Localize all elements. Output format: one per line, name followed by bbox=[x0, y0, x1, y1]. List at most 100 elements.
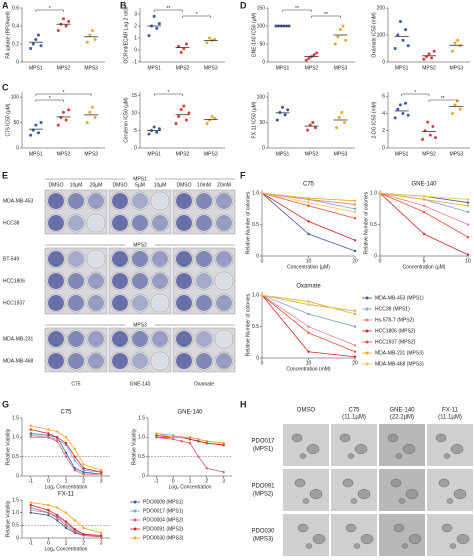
well bbox=[214, 271, 234, 291]
colonies bbox=[68, 295, 84, 311]
data-point bbox=[29, 436, 32, 439]
y-tick-label: 0 bbox=[262, 59, 265, 65]
y-tick-label: 0 bbox=[16, 59, 19, 65]
data-point bbox=[157, 22, 161, 26]
group-label: MPS3 bbox=[133, 322, 147, 328]
colonies bbox=[176, 193, 192, 209]
organoid bbox=[441, 523, 453, 533]
data-point bbox=[47, 508, 50, 512]
data-point bbox=[29, 47, 33, 50]
significance-label: * bbox=[49, 96, 51, 102]
y-tick-label: 0.4 bbox=[12, 23, 19, 29]
colonies bbox=[196, 295, 212, 311]
legend-marker bbox=[133, 500, 137, 504]
organoid bbox=[402, 444, 416, 455]
colonies bbox=[196, 331, 212, 347]
series-line bbox=[261, 294, 356, 327]
data-point bbox=[29, 133, 33, 137]
colonies bbox=[48, 215, 64, 231]
data-point bbox=[47, 514, 50, 517]
colonies bbox=[68, 215, 84, 231]
organoid bbox=[446, 498, 454, 504]
data-point bbox=[450, 49, 454, 53]
dose-label: 10µM bbox=[154, 182, 167, 188]
y-tick-label: 50 bbox=[13, 120, 19, 126]
colonies bbox=[112, 353, 128, 369]
significance-label: ** bbox=[166, 6, 170, 12]
data-point bbox=[73, 469, 77, 472]
data-point bbox=[404, 28, 408, 32]
organoid bbox=[435, 433, 447, 443]
data-point bbox=[307, 350, 310, 353]
legend-label: MDA-MB-453 (MPS1) bbox=[375, 295, 424, 301]
legend-label: HCC38 (MPS1) bbox=[375, 306, 410, 312]
column-label: C75 bbox=[348, 408, 360, 414]
y-tick-label: 1.0 bbox=[370, 190, 377, 196]
data-point bbox=[100, 469, 103, 472]
panel-letter: F bbox=[240, 170, 246, 180]
data-point bbox=[67, 108, 71, 112]
data-point bbox=[59, 115, 63, 119]
data-point bbox=[426, 120, 430, 124]
y-tick-label: 0.5 bbox=[252, 222, 259, 228]
data-point bbox=[82, 469, 85, 472]
data-point bbox=[82, 463, 85, 466]
data-point bbox=[208, 36, 212, 40]
x-tick-label: MPS2 bbox=[176, 151, 190, 157]
data-point bbox=[47, 511, 50, 514]
colonies bbox=[176, 331, 192, 347]
significance-label: ** bbox=[441, 96, 445, 102]
data-point bbox=[260, 293, 264, 297]
data-point bbox=[393, 116, 397, 120]
data-point bbox=[157, 127, 161, 131]
organoid bbox=[456, 534, 470, 545]
row-label: (MPS1) bbox=[253, 447, 273, 453]
data-point bbox=[313, 126, 317, 130]
data-point bbox=[184, 42, 188, 46]
data-point bbox=[29, 508, 32, 512]
y-tick-label: 1.0 bbox=[252, 292, 259, 298]
data-point bbox=[336, 35, 340, 39]
y-tick-label: 200 bbox=[377, 5, 386, 11]
significance-bracket bbox=[282, 9, 312, 12]
y-axis-label: OCRmt/ECAR Log 2 ratio bbox=[123, 6, 129, 63]
data-point bbox=[197, 440, 200, 443]
x-tick-label: 2 bbox=[82, 478, 85, 484]
data-point bbox=[422, 204, 426, 207]
colonies bbox=[132, 251, 148, 267]
data-point bbox=[466, 210, 470, 214]
group-label: MPS2 bbox=[133, 242, 147, 248]
x-tick-label: 2 bbox=[82, 540, 85, 546]
chart-title: FX-11 bbox=[58, 492, 75, 498]
data-point bbox=[197, 455, 200, 458]
data-point bbox=[29, 501, 32, 504]
data-point bbox=[174, 122, 178, 125]
column-label: DMSO bbox=[297, 408, 315, 414]
chart-title: C75 bbox=[303, 182, 315, 188]
data-point bbox=[64, 455, 68, 458]
data-point bbox=[278, 110, 282, 114]
well bbox=[150, 191, 170, 211]
data-point bbox=[458, 107, 462, 111]
cell-line-label: MDA-MB-468 bbox=[3, 358, 34, 364]
x-tick-label: MPS3 bbox=[334, 151, 348, 157]
row-label: (MPS3) bbox=[253, 537, 273, 543]
y-tick-label: 0 bbox=[142, 473, 145, 479]
x-tick-label: MPS1 bbox=[29, 65, 43, 71]
colonies bbox=[68, 353, 84, 369]
significance-label: ** bbox=[295, 6, 299, 12]
data-point bbox=[428, 133, 432, 137]
organoid bbox=[339, 433, 351, 443]
y-tick-label: 10 bbox=[131, 110, 137, 116]
data-point bbox=[337, 115, 341, 119]
y-axis-label: 2-DG IC50 (mM) bbox=[371, 101, 377, 138]
data-point bbox=[155, 26, 159, 30]
data-point bbox=[73, 447, 77, 451]
data-point bbox=[64, 524, 68, 527]
group-bg bbox=[125, 176, 155, 182]
colonies bbox=[88, 353, 104, 369]
colonies bbox=[196, 353, 212, 369]
data-point bbox=[260, 191, 264, 195]
data-point bbox=[307, 331, 310, 335]
